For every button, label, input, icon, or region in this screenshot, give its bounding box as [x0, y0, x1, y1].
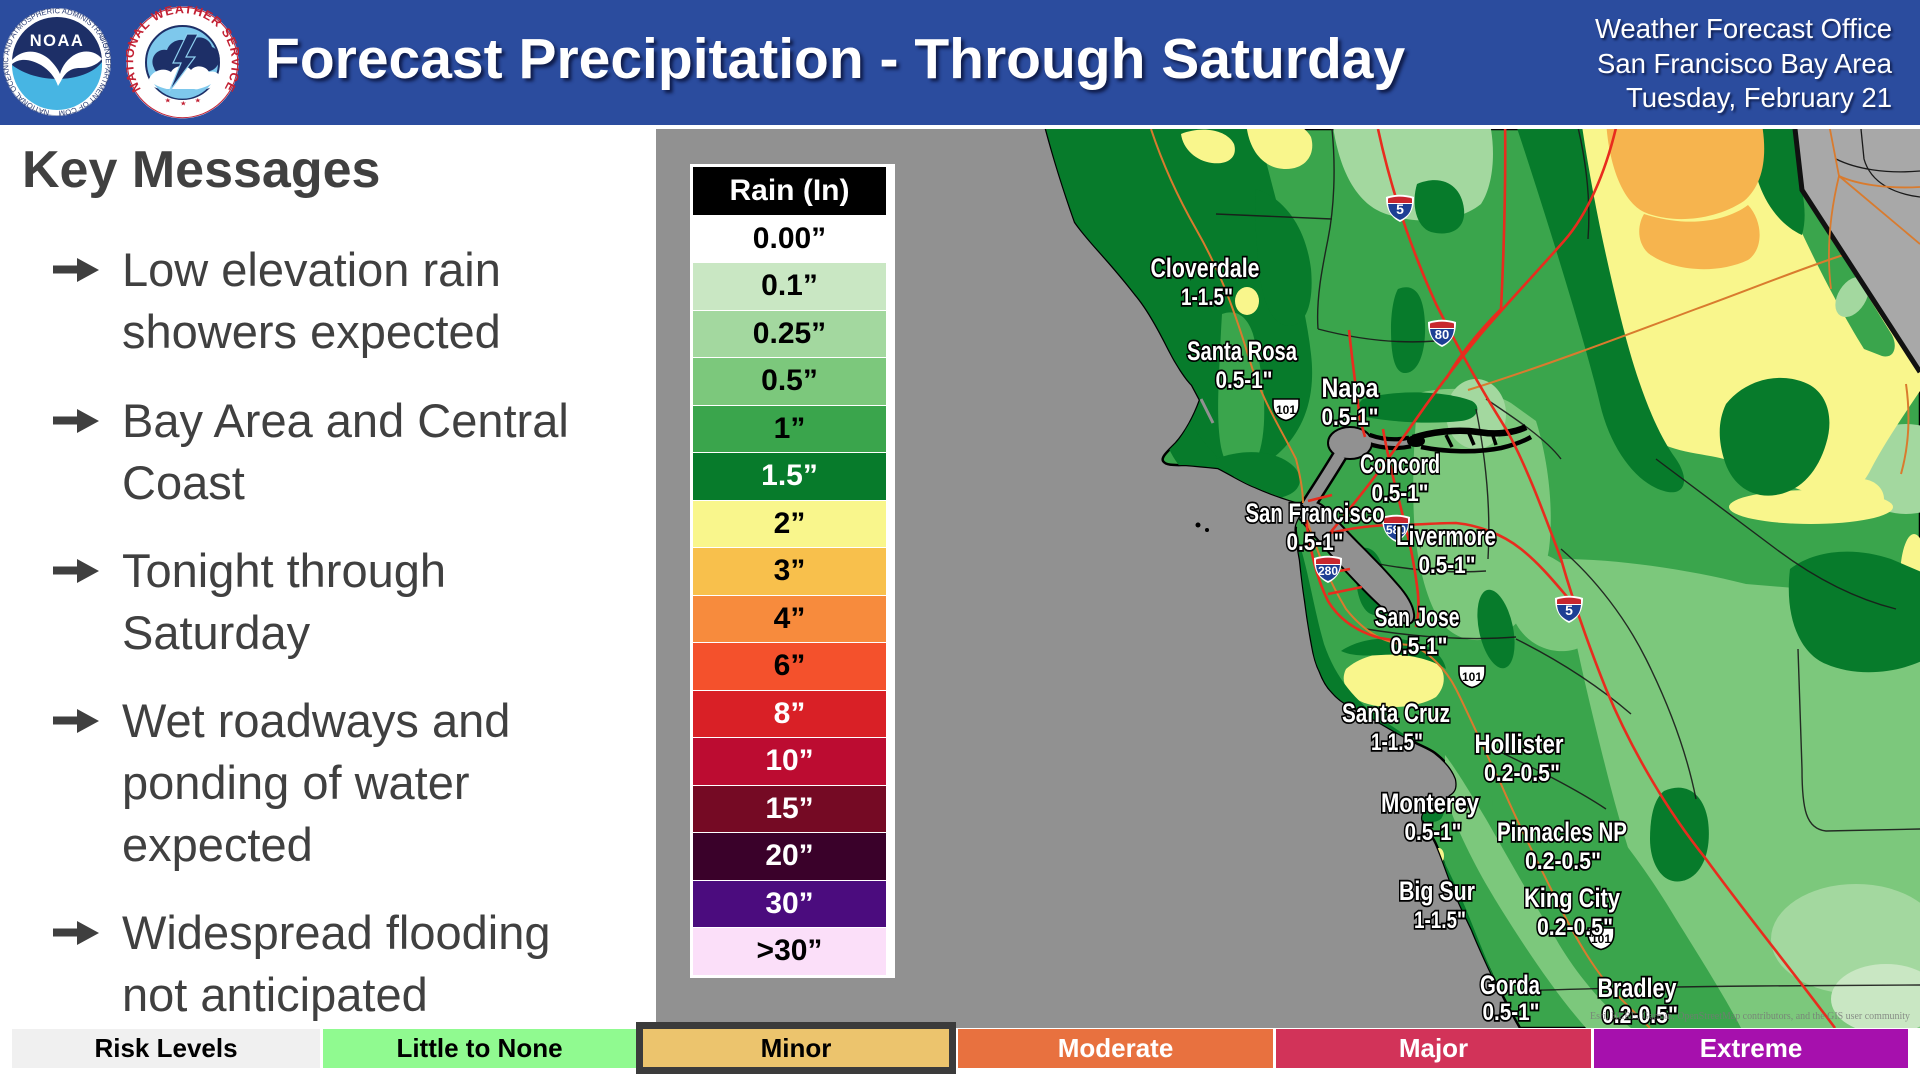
svg-text:Gorda: Gorda [1480, 970, 1541, 1000]
svg-text:0.5-1": 0.5-1" [1405, 819, 1462, 846]
svg-text:0.5-1": 0.5-1" [1287, 529, 1344, 556]
svg-text:Monterey: Monterey [1381, 788, 1479, 818]
svg-text:1-1.5": 1-1.5" [1371, 729, 1423, 756]
svg-text:101: 101 [1591, 932, 1611, 946]
svg-text:San Jose: San Jose [1375, 602, 1460, 632]
svg-text:0.5-1": 0.5-1" [1483, 999, 1540, 1026]
svg-text:0.5-1": 0.5-1" [1216, 367, 1273, 394]
svg-text:Concord: Concord [1360, 449, 1440, 479]
svg-text:Santa Cruz: Santa Cruz [1342, 698, 1450, 728]
svg-text:Bradley: Bradley [1598, 973, 1677, 1003]
svg-text:Pinnacles NP: Pinnacles NP [1497, 817, 1627, 847]
svg-text:0.2-0.5": 0.2-0.5" [1602, 1002, 1678, 1028]
svg-text:0.5-1": 0.5-1" [1322, 404, 1379, 431]
svg-text:0.2-0.5": 0.2-0.5" [1525, 848, 1601, 875]
svg-text:0.5-1": 0.5-1" [1391, 633, 1448, 660]
svg-text:Cloverdale: Cloverdale [1151, 253, 1260, 283]
svg-text:101: 101 [1462, 670, 1482, 684]
svg-text:NOAA: NOAA [30, 32, 85, 50]
svg-text:1-1.5": 1-1.5" [1414, 907, 1466, 934]
svg-text:0.2-0.5": 0.2-0.5" [1537, 914, 1613, 941]
svg-text:101: 101 [1276, 403, 1296, 417]
svg-text:0.5-1": 0.5-1" [1372, 480, 1429, 507]
svg-text:King City: King City [1524, 883, 1620, 913]
svg-text:Esri, HERE, Garmin, OpenStreet: Esri, HERE, Garmin, OpenStreetMap contri… [1590, 1011, 1911, 1022]
svg-text:Hollister: Hollister [1475, 729, 1564, 759]
svg-text:0.5-1": 0.5-1" [1419, 552, 1476, 579]
svg-text:Santa Rosa: Santa Rosa [1187, 336, 1298, 366]
svg-text:580: 580 [1386, 523, 1406, 537]
svg-text:1-1.5": 1-1.5" [1181, 284, 1233, 311]
svg-text:5: 5 [1565, 602, 1573, 618]
svg-text:80: 80 [1435, 327, 1449, 342]
svg-text:Big Sur: Big Sur [1399, 876, 1475, 906]
svg-text:0.2-0.5": 0.2-0.5" [1484, 760, 1560, 787]
svg-text:280: 280 [1318, 564, 1338, 578]
svg-text:5: 5 [1396, 201, 1404, 217]
svg-text:San Francisco: San Francisco [1246, 498, 1385, 528]
svg-text:Napa: Napa [1322, 373, 1380, 403]
svg-text:Livermore: Livermore [1396, 521, 1496, 551]
